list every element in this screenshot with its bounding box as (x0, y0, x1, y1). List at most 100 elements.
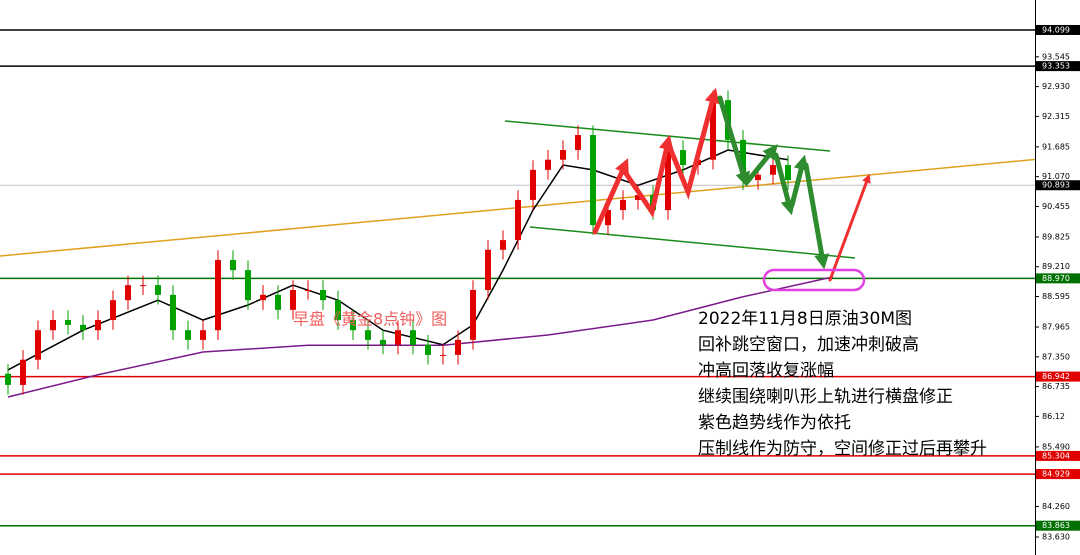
candle-body (305, 289, 311, 291)
level-label-box (1036, 24, 1080, 35)
candle-body (290, 289, 296, 310)
candle-body (335, 300, 341, 321)
candle-body (485, 249, 491, 290)
candle-body (20, 359, 26, 385)
candle-body (515, 199, 521, 241)
candle-body (95, 320, 101, 331)
candle-body (605, 210, 611, 226)
candle-body (275, 294, 281, 310)
watermark: 早盘《黄金8点钟》图 (293, 310, 447, 329)
level-label: 88.970 (1042, 274, 1070, 283)
highlight-ellipse (762, 268, 866, 292)
y-tick-label: 84.260 (1042, 502, 1070, 511)
candle-body (620, 199, 626, 211)
y-tick-label: 93.545 (1042, 52, 1070, 61)
annotation: 2022年11月8日原油30M图 回补跳空窗口，加速冲刺破高 冲高回落收复涨幅 … (698, 309, 987, 459)
y-tick-label: 89.210 (1042, 262, 1070, 271)
candle-body (35, 330, 41, 360)
y-tick-label: 86.12 (1042, 412, 1065, 421)
level-label: 85.304 (1042, 451, 1070, 460)
candle-body (230, 259, 236, 271)
y-tick-label: 87.350 (1042, 352, 1070, 361)
y-tick-label: 92.930 (1042, 82, 1070, 91)
arrow-up (592, 158, 629, 235)
y-tick-label: 90.455 (1042, 202, 1070, 211)
y-tick-label: 92.315 (1042, 112, 1070, 121)
candle-body (200, 330, 206, 340)
candle-body (590, 135, 596, 226)
candle-body (65, 320, 71, 325)
candle-body (770, 165, 776, 175)
candle-body (80, 324, 86, 331)
y-tick-label: 86.735 (1042, 382, 1070, 391)
level-label-box (1036, 273, 1080, 284)
arrow-up (622, 134, 674, 219)
y-tick-label: 89.825 (1042, 232, 1070, 241)
annotation-line: 紫色趋势线作为依托 (698, 413, 851, 433)
candle-body (350, 320, 356, 331)
levels (0, 29, 1035, 527)
candle-body (740, 139, 746, 181)
candle-body (380, 339, 386, 345)
y-tick-label: 88.595 (1042, 292, 1070, 301)
level-label-box (1036, 371, 1080, 382)
candle-body (665, 150, 671, 211)
level-label-box (1036, 450, 1080, 461)
annotation-line: 压制线作为防守，空间修正过后再攀升 (698, 439, 987, 459)
y-tick-label: 87.965 (1042, 323, 1070, 332)
candle-body (560, 150, 566, 160)
annotation-line: 冲高回落收复涨幅 (698, 361, 834, 381)
y-tick-label: 85.490 (1042, 442, 1070, 451)
candle-body (680, 150, 686, 166)
y-tick-label: 91.685 (1042, 142, 1070, 151)
level-label-box (1036, 469, 1080, 480)
candle-body (470, 289, 476, 340)
level-label-box (1036, 61, 1080, 72)
candle-body (575, 135, 581, 151)
candle-body (425, 344, 431, 355)
candle-body (260, 294, 266, 301)
channel-lower (529, 226, 856, 259)
annotation-line: 继续围绕喇叭形上轨进行横盘修正 (698, 387, 953, 407)
candle-body (440, 354, 446, 356)
candle-body (140, 285, 146, 287)
candle-body (215, 259, 221, 331)
level-label: 90.893 (1042, 181, 1070, 190)
candle-body (50, 320, 56, 331)
candle-body (455, 339, 461, 355)
candle-body (155, 285, 161, 295)
candle-body (320, 289, 326, 301)
arrow-up (789, 154, 809, 208)
candle-body (125, 285, 131, 301)
candle-body (5, 373, 11, 385)
annotation-title: 2022年11月8日原油30M图 (698, 309, 912, 329)
candle-body (635, 195, 641, 200)
level-label: 93.353 (1042, 62, 1070, 71)
candle-body (530, 169, 536, 200)
y-tick-label: 83.630 (1042, 532, 1070, 541)
candle-body (245, 270, 251, 301)
candle-body (365, 330, 371, 340)
arrow-up (744, 144, 778, 185)
level-label: 83.863 (1042, 521, 1070, 530)
projection-arrows (592, 87, 871, 282)
y-tick-label: 91.070 (1042, 172, 1070, 181)
level-label-box (1036, 180, 1080, 191)
arrow-down (803, 162, 830, 270)
arrow-up (828, 173, 871, 282)
price-axis: 93.545 92.930 92.315 91.685 91.070 90.455 89.8… (1035, 0, 1080, 555)
arrow-up (667, 87, 720, 200)
level-label: 84.929 (1042, 470, 1070, 479)
annotation-line: 回补跳空窗口，加速冲刺破高 (698, 335, 919, 355)
candle-body (185, 330, 191, 340)
candle-body (545, 159, 551, 170)
candle-body (110, 300, 116, 321)
level-label: 86.942 (1042, 372, 1070, 381)
candle-body (410, 330, 416, 345)
arrow-down (717, 95, 750, 188)
candle-body (785, 165, 791, 181)
arrow-down (773, 152, 796, 216)
level-label: 94.099 (1042, 25, 1070, 34)
candle-body (710, 100, 716, 160)
